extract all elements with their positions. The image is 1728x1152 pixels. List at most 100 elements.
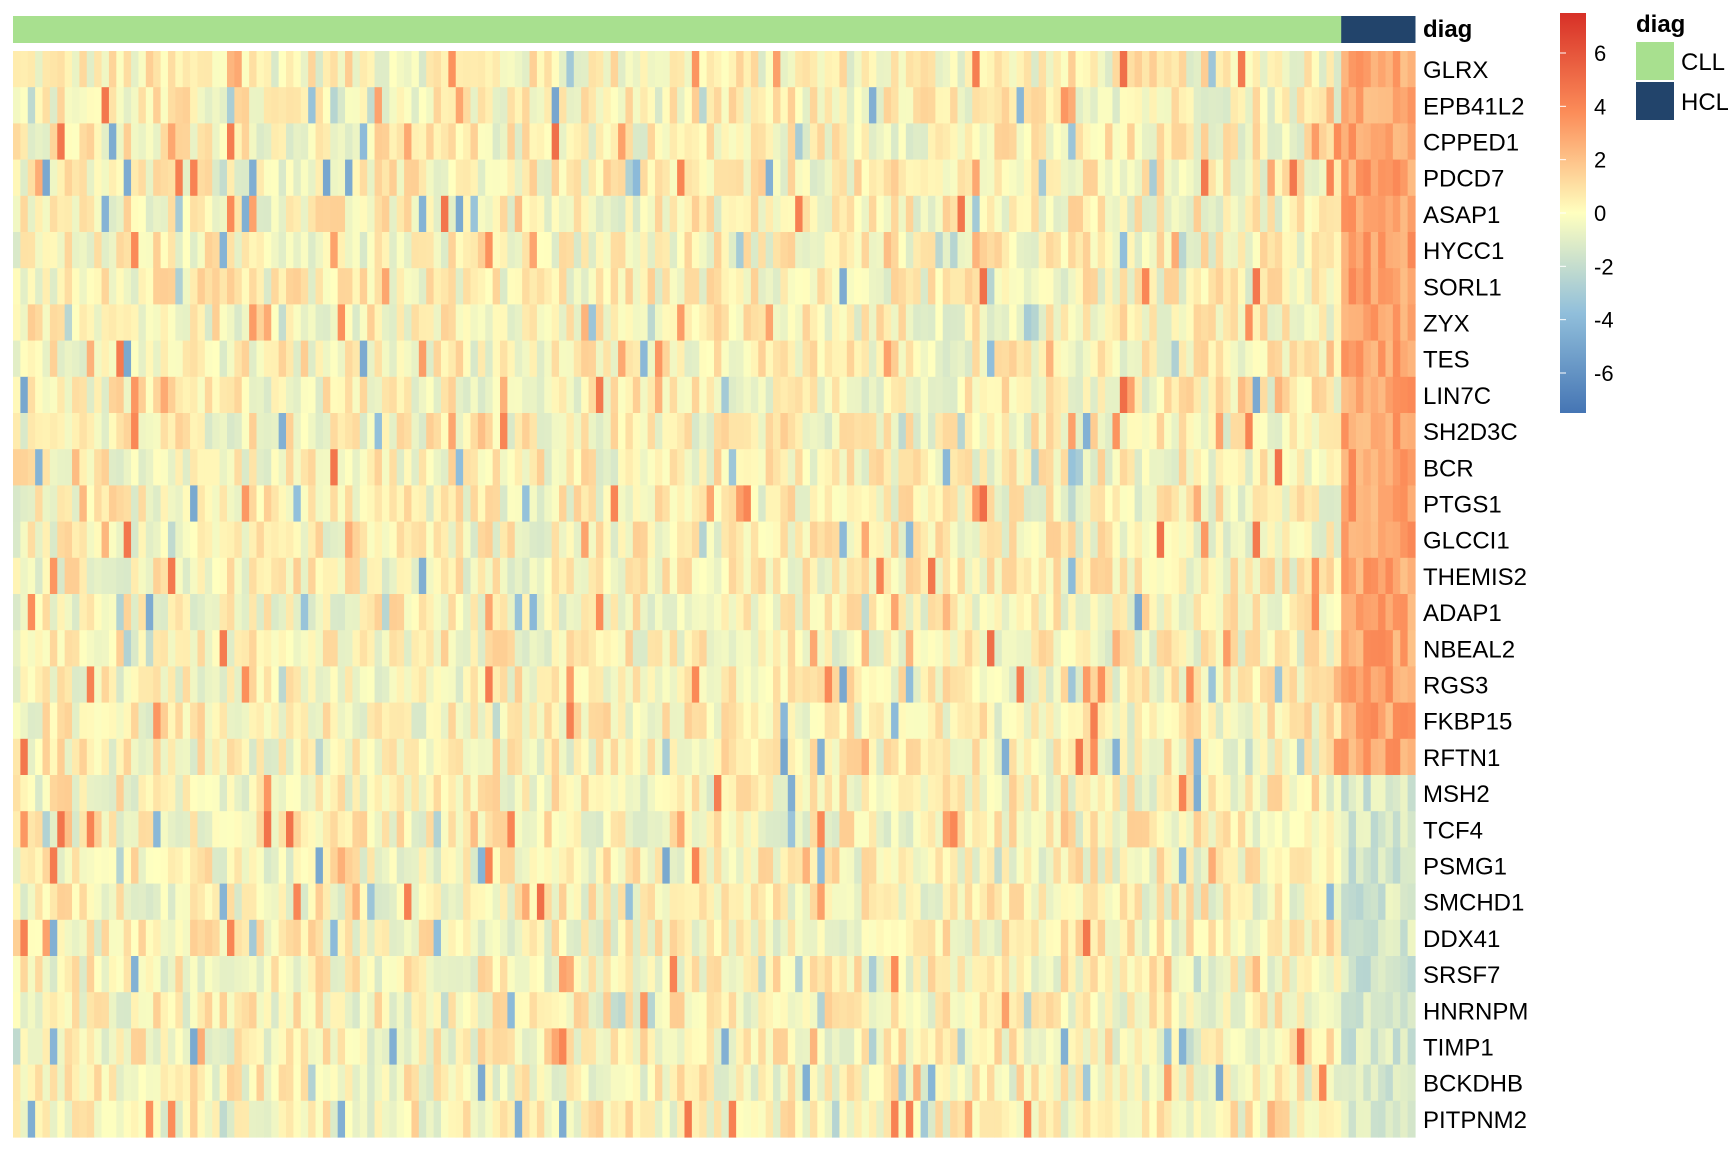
- heatmap-cell: [1223, 630, 1232, 667]
- heatmap-cell: [1230, 919, 1239, 957]
- heatmap-cell: [389, 883, 398, 921]
- heatmap-cell: [485, 847, 494, 885]
- heatmap-cell: [367, 956, 376, 993]
- heatmap-cell: [322, 594, 331, 631]
- heatmap-cell: [1289, 738, 1298, 776]
- heatmap-cell: [846, 268, 855, 305]
- heatmap-cell: [381, 738, 390, 776]
- heatmap-cell: [359, 485, 368, 523]
- heatmap-cell: [795, 811, 804, 848]
- heatmap-cell: [1215, 232, 1224, 269]
- heatmap-cell: [765, 51, 774, 88]
- heatmap-cell: [241, 195, 250, 233]
- heatmap-cell: [131, 51, 140, 88]
- heatmap-cell: [359, 123, 368, 161]
- heatmap-cell: [618, 666, 627, 704]
- heatmap-cell: [42, 304, 51, 342]
- heatmap-cell: [197, 268, 206, 305]
- heatmap-cell: [448, 195, 457, 233]
- heatmap-cell: [618, 775, 627, 812]
- heatmap-cell: [1127, 630, 1136, 667]
- heatmap-cell: [1016, 413, 1025, 450]
- heatmap-cell: [404, 485, 413, 523]
- heatmap-cell: [389, 159, 398, 197]
- heatmap-cell: [1355, 268, 1364, 305]
- heatmap-cell: [736, 232, 745, 269]
- heatmap-cell: [1392, 195, 1401, 233]
- heatmap-cell: [352, 232, 361, 269]
- heatmap-cell: [131, 630, 140, 667]
- heatmap-cell: [418, 268, 427, 305]
- heatmap-cell: [27, 449, 36, 486]
- heatmap-cell: [20, 123, 29, 161]
- heatmap-cell: [802, 123, 811, 161]
- heatmap-cell: [1038, 738, 1047, 776]
- heatmap-cell: [1046, 449, 1055, 486]
- heatmap-cell: [964, 702, 973, 740]
- heatmap-cell: [1193, 159, 1202, 197]
- heatmap-cell: [868, 956, 877, 993]
- heatmap-cell: [942, 847, 951, 885]
- heatmap-cell: [1245, 87, 1254, 124]
- heatmap-cell: [1201, 883, 1209, 921]
- heatmap-cell: [1208, 883, 1217, 921]
- heatmap-cell: [337, 738, 346, 776]
- heatmap-cell: [1348, 195, 1357, 233]
- heatmap-cell: [1392, 919, 1401, 957]
- heatmap-cell: [721, 738, 730, 776]
- heatmap-cell: [477, 630, 486, 667]
- heatmap-cell: [588, 666, 597, 704]
- heatmap-cell: [632, 956, 641, 993]
- heatmap-cell: [1282, 340, 1291, 378]
- heatmap-cell: [883, 449, 892, 486]
- heatmap-cell: [581, 630, 590, 667]
- heatmap-cell: [20, 159, 29, 197]
- heatmap-cell: [1311, 449, 1320, 486]
- heatmap-cell: [381, 811, 390, 848]
- heatmap-cell: [1178, 956, 1187, 993]
- heatmap-cell: [1392, 268, 1401, 305]
- heatmap-cell: [72, 956, 81, 993]
- heatmap-cell: [57, 195, 66, 233]
- heatmap-cell: [581, 847, 590, 885]
- heatmap-cell: [935, 811, 944, 848]
- heatmap-cell: [750, 449, 759, 486]
- heatmap-cell: [1119, 521, 1128, 559]
- heatmap-cell: [1363, 51, 1372, 88]
- heatmap-cell: [1215, 304, 1224, 342]
- heatmap-cell: [795, 883, 804, 921]
- heatmap-cell: [1319, 87, 1328, 124]
- heatmap-cell: [802, 847, 811, 885]
- heatmap-cell: [1274, 123, 1283, 161]
- heatmap-cell: [396, 521, 405, 559]
- heatmap-cell: [883, 666, 892, 704]
- heatmap-cell: [241, 449, 250, 486]
- heatmap-cell: [1023, 847, 1032, 885]
- heatmap-cell: [632, 594, 641, 631]
- heatmap-cell: [632, 413, 641, 450]
- heatmap-cell: [699, 376, 708, 414]
- heatmap-cell: [610, 738, 619, 776]
- heatmap-cell: [559, 630, 568, 667]
- heatmap-cell: [765, 666, 774, 704]
- heatmap-cell: [891, 521, 900, 559]
- heatmap-cell: [160, 738, 169, 776]
- heatmap-cell: [773, 919, 782, 957]
- heatmap-cell: [891, 702, 900, 740]
- heatmap-cell: [477, 702, 486, 740]
- heatmap-cell: [1400, 413, 1409, 450]
- heatmap-cell: [1023, 738, 1032, 776]
- heatmap-cell: [706, 304, 715, 342]
- heatmap-cell: [1112, 702, 1121, 740]
- heatmap-cell: [27, 702, 36, 740]
- heatmap-cell: [308, 159, 317, 197]
- heatmap-cell: [426, 87, 435, 124]
- heatmap-cell: [1178, 666, 1187, 704]
- heatmap-cell: [935, 304, 944, 342]
- heatmap-cell: [212, 992, 221, 1029]
- heatmap-cell: [94, 775, 103, 812]
- heatmap-cell: [1230, 702, 1239, 740]
- heatmap-cell: [891, 738, 900, 776]
- heatmap-cell: [1363, 268, 1372, 305]
- heatmap-cell: [72, 449, 81, 486]
